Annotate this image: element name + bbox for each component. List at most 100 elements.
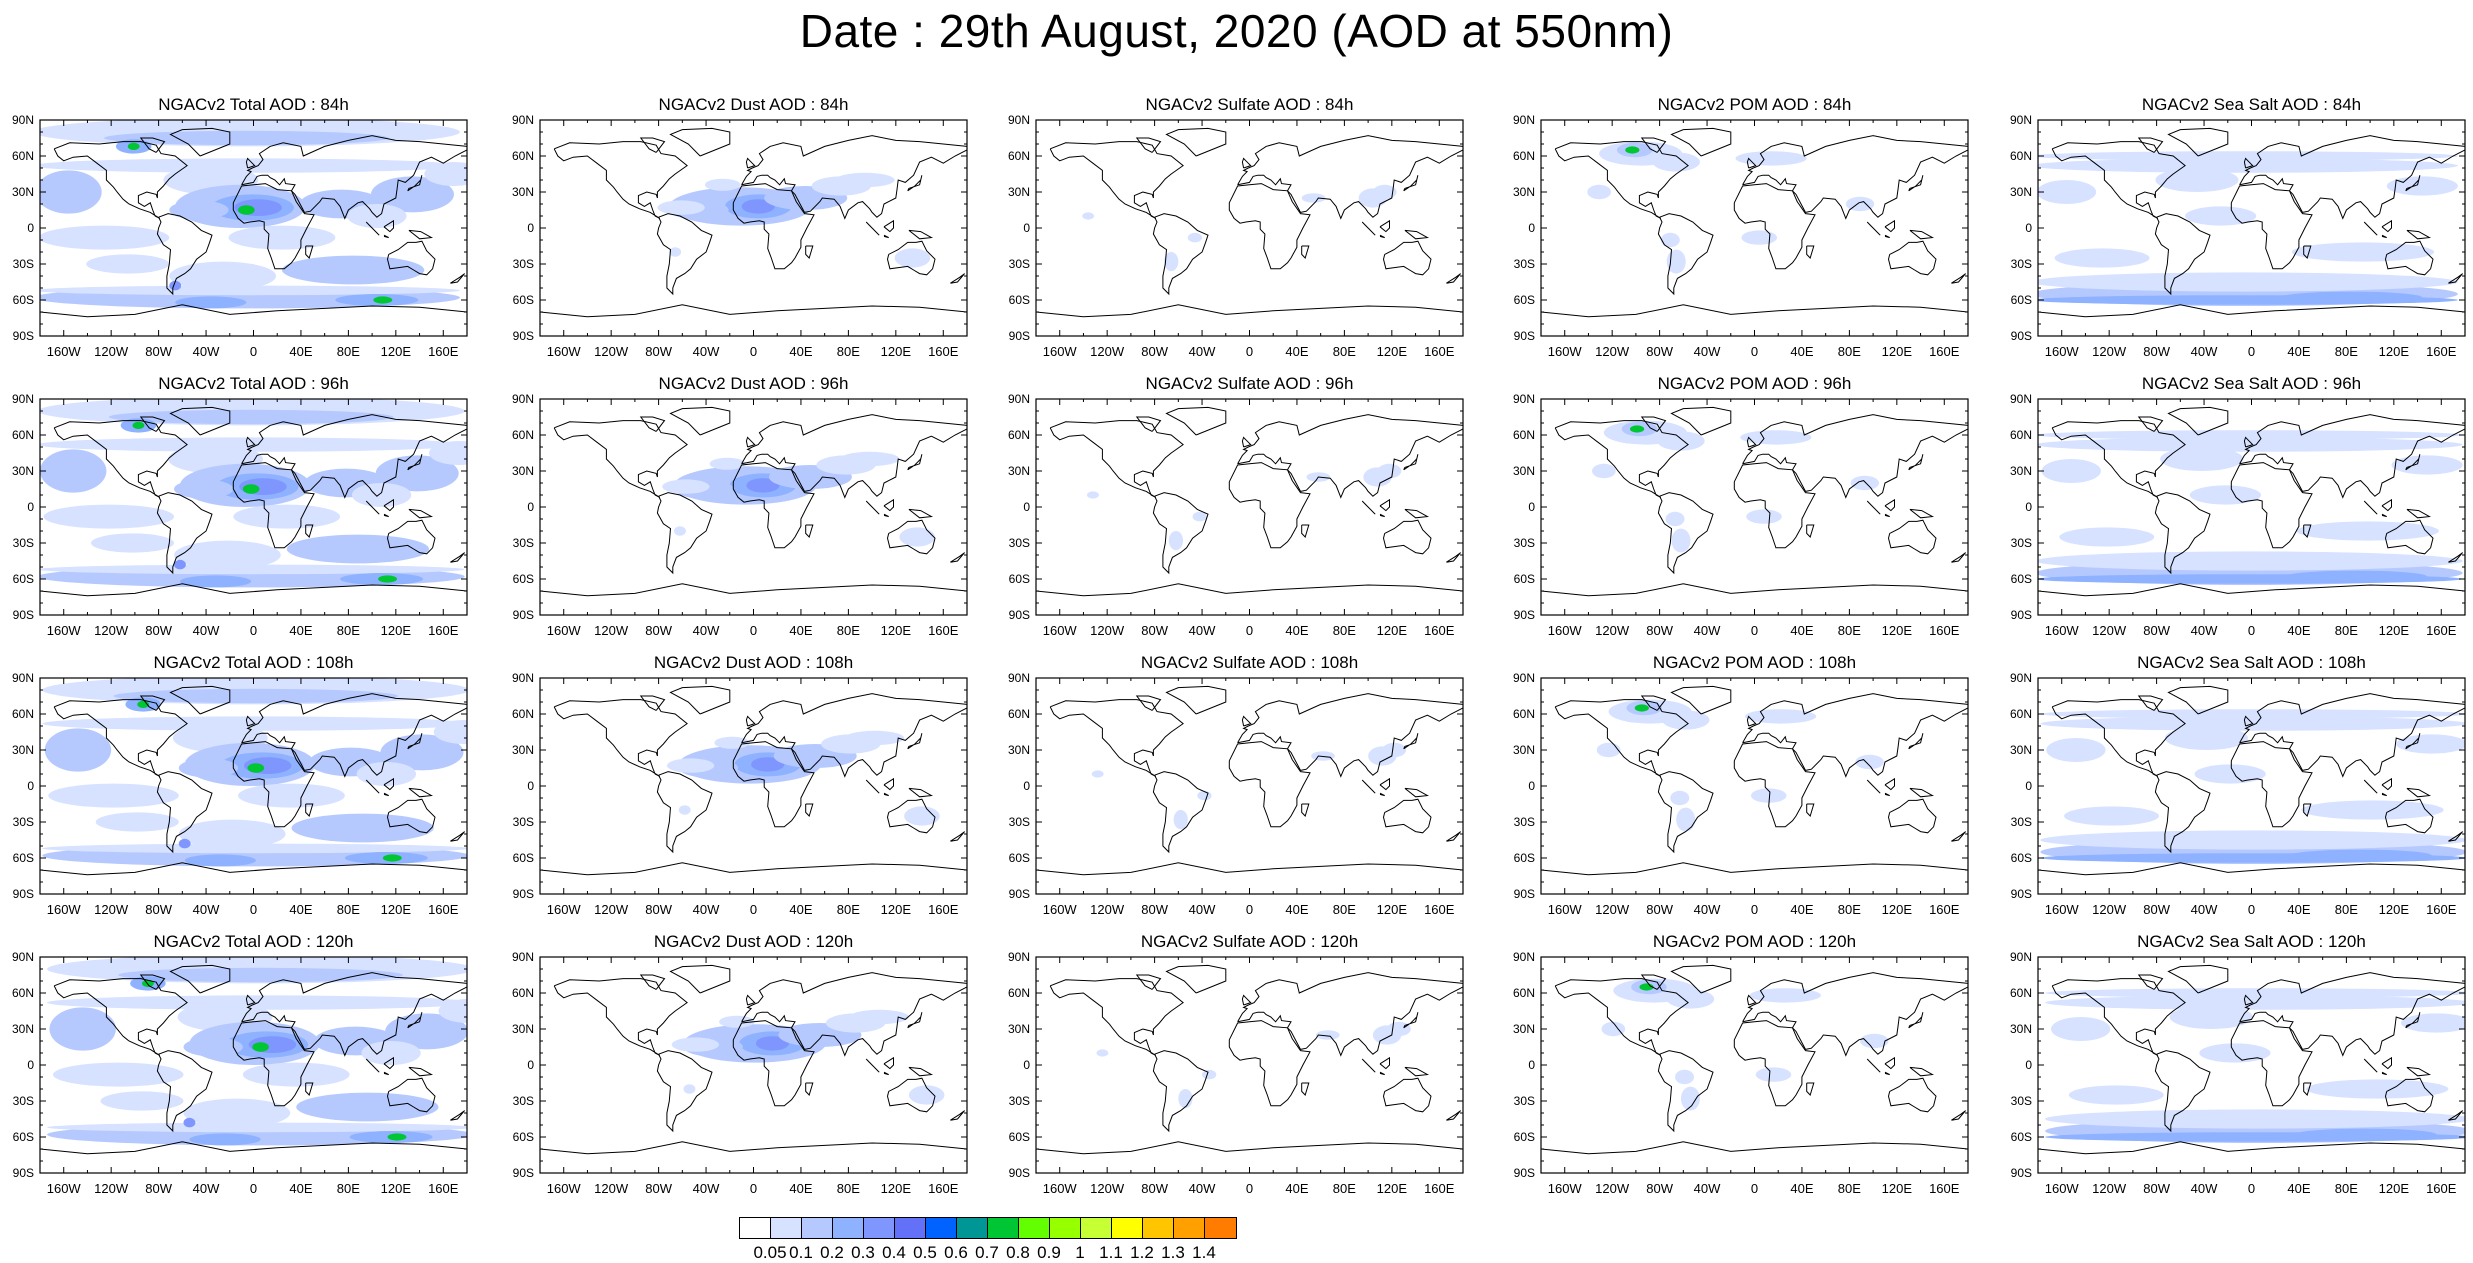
lat-tick-label: 30N (1007, 743, 1030, 757)
lat-tick-label: 90N (2009, 950, 2032, 964)
lat-tick-label: 90S (1513, 329, 1535, 343)
coastline (1866, 221, 1881, 236)
coastline (383, 1071, 389, 1076)
lon-tick-label: 160E (928, 623, 959, 638)
aod-region (2279, 291, 2423, 304)
lat-tick-label: 30S (1513, 536, 1535, 550)
coastline (732, 741, 815, 828)
coastline (386, 519, 436, 555)
coastline (1036, 1141, 1463, 1155)
coastline (908, 787, 934, 798)
coastline (1049, 699, 1184, 777)
coastline (2038, 862, 2465, 876)
coastline (2230, 183, 2313, 270)
lon-tick-label: 80W (2143, 902, 2170, 917)
aod-region (1676, 807, 1696, 832)
panel-title: NGACv2 POM AOD : 108h (1652, 653, 1857, 672)
lat-tick-label: 30S (1513, 1094, 1535, 1108)
aod-region (175, 296, 247, 309)
lon-tick-label: 80W (1141, 902, 1168, 917)
aod-region (1197, 790, 1212, 801)
lon-tick-label: 80E (1837, 1181, 1861, 1196)
lat-tick-label: 60N (1512, 707, 1535, 721)
aod-region (2038, 151, 2458, 161)
coastline (656, 771, 713, 854)
coastline (245, 994, 256, 1006)
coastline (2381, 513, 2387, 518)
coastline (1241, 157, 1252, 169)
coastline (2239, 135, 2465, 220)
lat-tick-label: 60N (2009, 986, 2032, 1000)
aod-region (183, 1098, 291, 1128)
coastline (232, 462, 315, 549)
coastline (450, 273, 465, 284)
lon-tick-label: 40E (1285, 1181, 1309, 1196)
coastline (2154, 492, 2211, 575)
aod-region (1173, 810, 1188, 830)
lon-tick-label: 160E (1424, 623, 1455, 638)
coastline (450, 1110, 465, 1121)
panel-title: NGACv2 Dust AOD : 108h (653, 653, 854, 672)
lat-tick-label: 90S (1008, 329, 1030, 343)
panel-title: NGACv2 Dust AOD : 84h (658, 95, 849, 114)
coastline (1382, 1077, 1432, 1113)
coastline (139, 974, 166, 990)
coastline (1301, 803, 1310, 817)
colorbar-legend: 0.05 0.1 0.2 0.3 0.4 0.5 0.6 0.7 0.8 0.9 1 1.1 1.2 1.… (739, 1217, 1237, 1262)
coastline (1742, 972, 1968, 1057)
coastline (2448, 1110, 2463, 1121)
aod-region (1168, 531, 1184, 551)
aod-region (281, 255, 425, 285)
aod-region (104, 130, 389, 146)
coastline (1165, 406, 1227, 436)
lon-tick-label: 80W (145, 902, 172, 917)
aod-region (2194, 764, 2266, 784)
lon-tick-label: 40W (192, 1181, 220, 1196)
coastline (407, 175, 423, 192)
coastline (139, 137, 166, 153)
lat-tick-label: 60N (1007, 149, 1030, 163)
coastline (1379, 234, 1385, 239)
panel-title: NGACv2 Dust AOD : 120h (653, 932, 854, 951)
lat-tick-label: 0 (2025, 1058, 2032, 1072)
lon-tick-label: 160E (2426, 1181, 2457, 1196)
aod-region (95, 812, 179, 832)
coastline (805, 524, 814, 538)
aod-region (678, 805, 691, 815)
lon-tick-label: 160W (1042, 344, 1077, 359)
aod-region (375, 455, 459, 492)
coastline (886, 1077, 936, 1113)
coastline (1908, 733, 1924, 750)
coastline (1237, 135, 1463, 220)
coastline (2406, 787, 2432, 798)
aod-map (1540, 677, 1969, 895)
coastline (2381, 219, 2392, 233)
aod-region (1860, 1033, 1889, 1049)
lat-tick-label: 30N (511, 1022, 534, 1036)
lat-tick-label: 60S (512, 293, 534, 307)
coastline (2384, 798, 2434, 834)
lon-tick-label: 40W (1693, 1181, 1721, 1196)
lon-tick-label: 160W (1547, 902, 1582, 917)
lon-tick-label: 80W (645, 344, 672, 359)
coastline (1361, 1058, 1376, 1073)
lon-tick-label: 40W (2190, 902, 2218, 917)
coastline (805, 1082, 814, 1096)
coastline (1541, 1141, 1968, 1155)
lon-tick-label: 120E (380, 902, 412, 917)
coastline (1866, 1058, 1881, 1073)
lon-tick-label: 120E (880, 344, 912, 359)
aod-region (662, 479, 710, 494)
aod-region (1671, 528, 1691, 553)
lat-tick-label: 60S (1513, 572, 1535, 586)
aod-region (2301, 800, 2444, 820)
aod-map (1540, 956, 1969, 1174)
lon-tick-label: 80E (2334, 623, 2358, 638)
coastline (1887, 519, 1937, 555)
lon-tick-label: 40W (692, 344, 720, 359)
lon-tick-label: 80W (645, 1181, 672, 1196)
coastline (1379, 777, 1390, 791)
coastline (40, 304, 467, 318)
lon-tick-label: 120W (2092, 623, 2127, 638)
coastline (1382, 519, 1432, 555)
